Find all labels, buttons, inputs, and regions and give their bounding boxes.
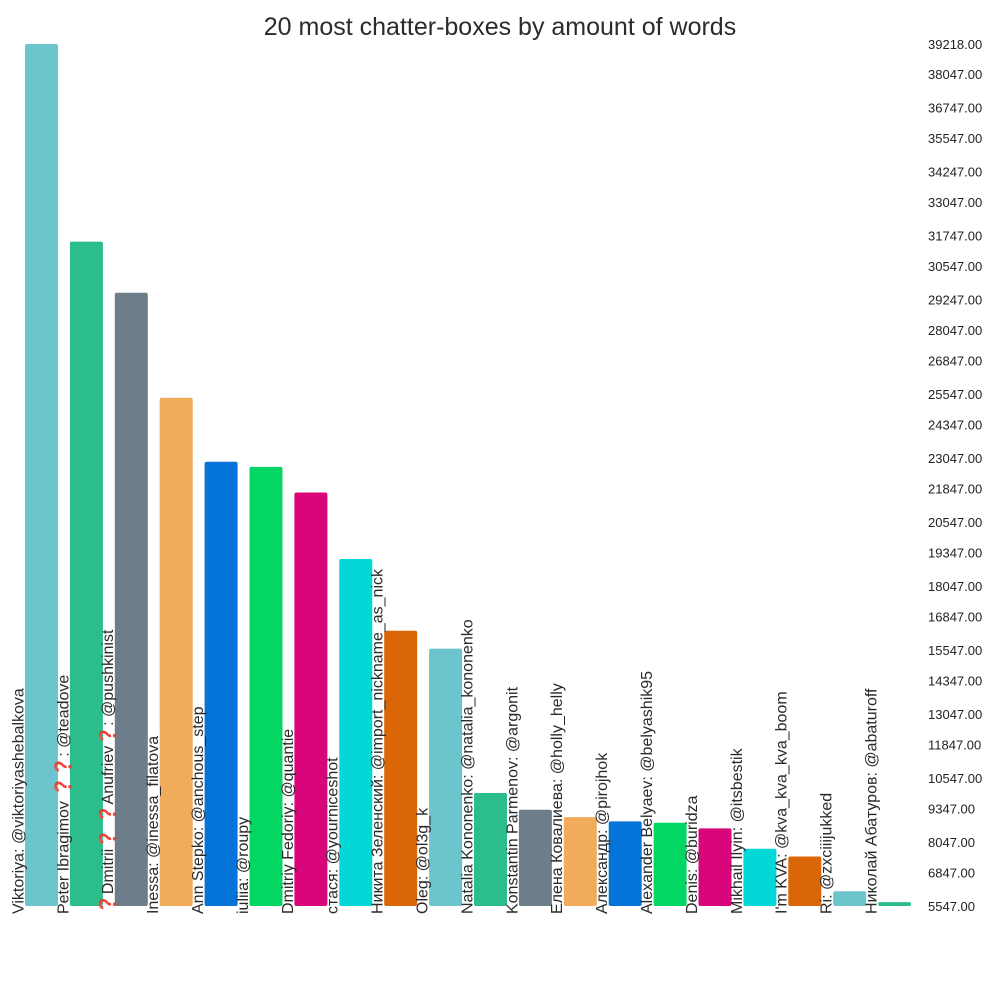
bar-label-19: Ri: @zxciiijukked bbox=[819, 793, 836, 914]
bar-16 bbox=[698, 828, 732, 906]
bar-2 bbox=[69, 241, 103, 907]
y-tick-label: 19347.00 bbox=[928, 546, 982, 561]
y-tick-label: 24347.00 bbox=[928, 418, 982, 433]
bar-15 bbox=[653, 822, 687, 906]
bar-20 bbox=[878, 902, 912, 906]
bar-3 bbox=[114, 292, 148, 906]
bar-label-20: Николай Абатуров: @abaturoff bbox=[864, 688, 881, 914]
bar-labels-layer: Viktoriya: @viktoriyashebalkova Peter Ibr… bbox=[10, 568, 880, 914]
y-tick-label: 23047.00 bbox=[928, 451, 982, 466]
y-tick-label: 33047.00 bbox=[928, 195, 982, 210]
bar-label-14: Александр: @pirojhok bbox=[594, 752, 611, 914]
bar-5 bbox=[204, 461, 238, 906]
y-tick-label: 34247.00 bbox=[928, 164, 982, 179]
bars-layer bbox=[25, 44, 912, 907]
bar-label-3: ❓Dmitrii❓ ❓Anufriev❓: @pushkinist bbox=[98, 629, 117, 914]
y-tick-label: 38047.00 bbox=[928, 67, 982, 82]
y-tick-label: 31747.00 bbox=[928, 228, 982, 243]
y-tick-label: 15547.00 bbox=[928, 643, 982, 658]
bar-label-10: Oleg: @ol3g_k bbox=[415, 807, 432, 914]
bar-7 bbox=[294, 492, 328, 906]
bar-6 bbox=[249, 466, 283, 906]
bar-label-1: Viktoriya: @viktoriyashebalkova bbox=[10, 688, 27, 914]
bar-9 bbox=[384, 630, 418, 906]
bar-label-6: iuliia: @roupy bbox=[235, 817, 252, 914]
bar-18 bbox=[788, 856, 822, 906]
y-tick-label: 29247.00 bbox=[928, 292, 982, 307]
y-tick-label: 36747.00 bbox=[928, 100, 982, 115]
bar-8 bbox=[339, 559, 373, 906]
bar-label-11: Natalia Kononenko: @natalia_kononenko bbox=[459, 619, 476, 914]
y-axis-ticks: 39218.00 38047.00 36747.00 35547.00 34247.00… bbox=[928, 37, 982, 914]
bar-label-15: Alexander Belyaev: @belyashik95 bbox=[639, 671, 656, 914]
bar-17 bbox=[743, 848, 777, 906]
y-tick-label: 21847.00 bbox=[928, 482, 982, 497]
y-tick-label: 18047.00 bbox=[928, 579, 982, 594]
bar-12 bbox=[518, 809, 552, 906]
y-tick-label: 20547.00 bbox=[928, 515, 982, 530]
bar-1 bbox=[25, 44, 58, 906]
bar-label-4: Inessa: @inessa_filatova bbox=[145, 736, 162, 914]
y-tick-label: 5547.00 bbox=[928, 899, 975, 914]
bar-label-12: Konstantin Parmenov: @argonit bbox=[504, 686, 521, 914]
y-tick-label: 26847.00 bbox=[928, 354, 982, 369]
bar-label-17: Mikhail Ilyin: @itsbestik bbox=[729, 747, 746, 914]
bar-label-8: стася: @yourniceshot bbox=[325, 757, 342, 914]
bar-label-5: Ann Stepko: @anchous_step bbox=[190, 706, 207, 914]
y-tick-label: 10547.00 bbox=[928, 771, 982, 786]
bar-13 bbox=[563, 817, 597, 906]
y-tick-label: 6847.00 bbox=[928, 866, 975, 881]
y-tick-label: 25547.00 bbox=[928, 387, 982, 402]
y-tick-label: 11847.00 bbox=[928, 738, 981, 753]
y-tick-label: 8047.00 bbox=[928, 835, 975, 850]
y-tick-label: 39218.00 bbox=[928, 37, 982, 52]
chart-title: 20 most chatter-boxes by amount of words bbox=[264, 13, 736, 41]
y-tick-label: 30547.00 bbox=[928, 259, 982, 274]
bar-label-2: Peter Ibragimov ❓❓: @teadove bbox=[53, 675, 72, 914]
y-tick-label: 16847.00 bbox=[928, 610, 982, 625]
bar-label-9: Никита Зеленский: @import_nickname_as_ni… bbox=[370, 568, 387, 914]
bar-10 bbox=[429, 648, 463, 906]
y-tick-label: 13047.00 bbox=[928, 707, 982, 722]
bar-4 bbox=[159, 397, 193, 906]
bar-label-16: Denis: @buridza bbox=[684, 795, 701, 914]
bar-label-18: I'm KVA: @kva_kva_kva_boom bbox=[774, 691, 791, 914]
bar-label-13: Елена Ковалиева: @holly_helly bbox=[549, 683, 566, 914]
y-tick-label: 28047.00 bbox=[928, 323, 982, 338]
y-tick-label: 14347.00 bbox=[928, 674, 982, 689]
bar-19 bbox=[833, 891, 867, 906]
bar-14 bbox=[608, 821, 642, 906]
bar-11 bbox=[474, 793, 507, 906]
y-tick-label: 9347.00 bbox=[928, 802, 975, 817]
bar-label-7: Dmitriy Fedoriy: @quantie bbox=[280, 729, 297, 914]
y-tick-label: 35547.00 bbox=[928, 131, 982, 146]
